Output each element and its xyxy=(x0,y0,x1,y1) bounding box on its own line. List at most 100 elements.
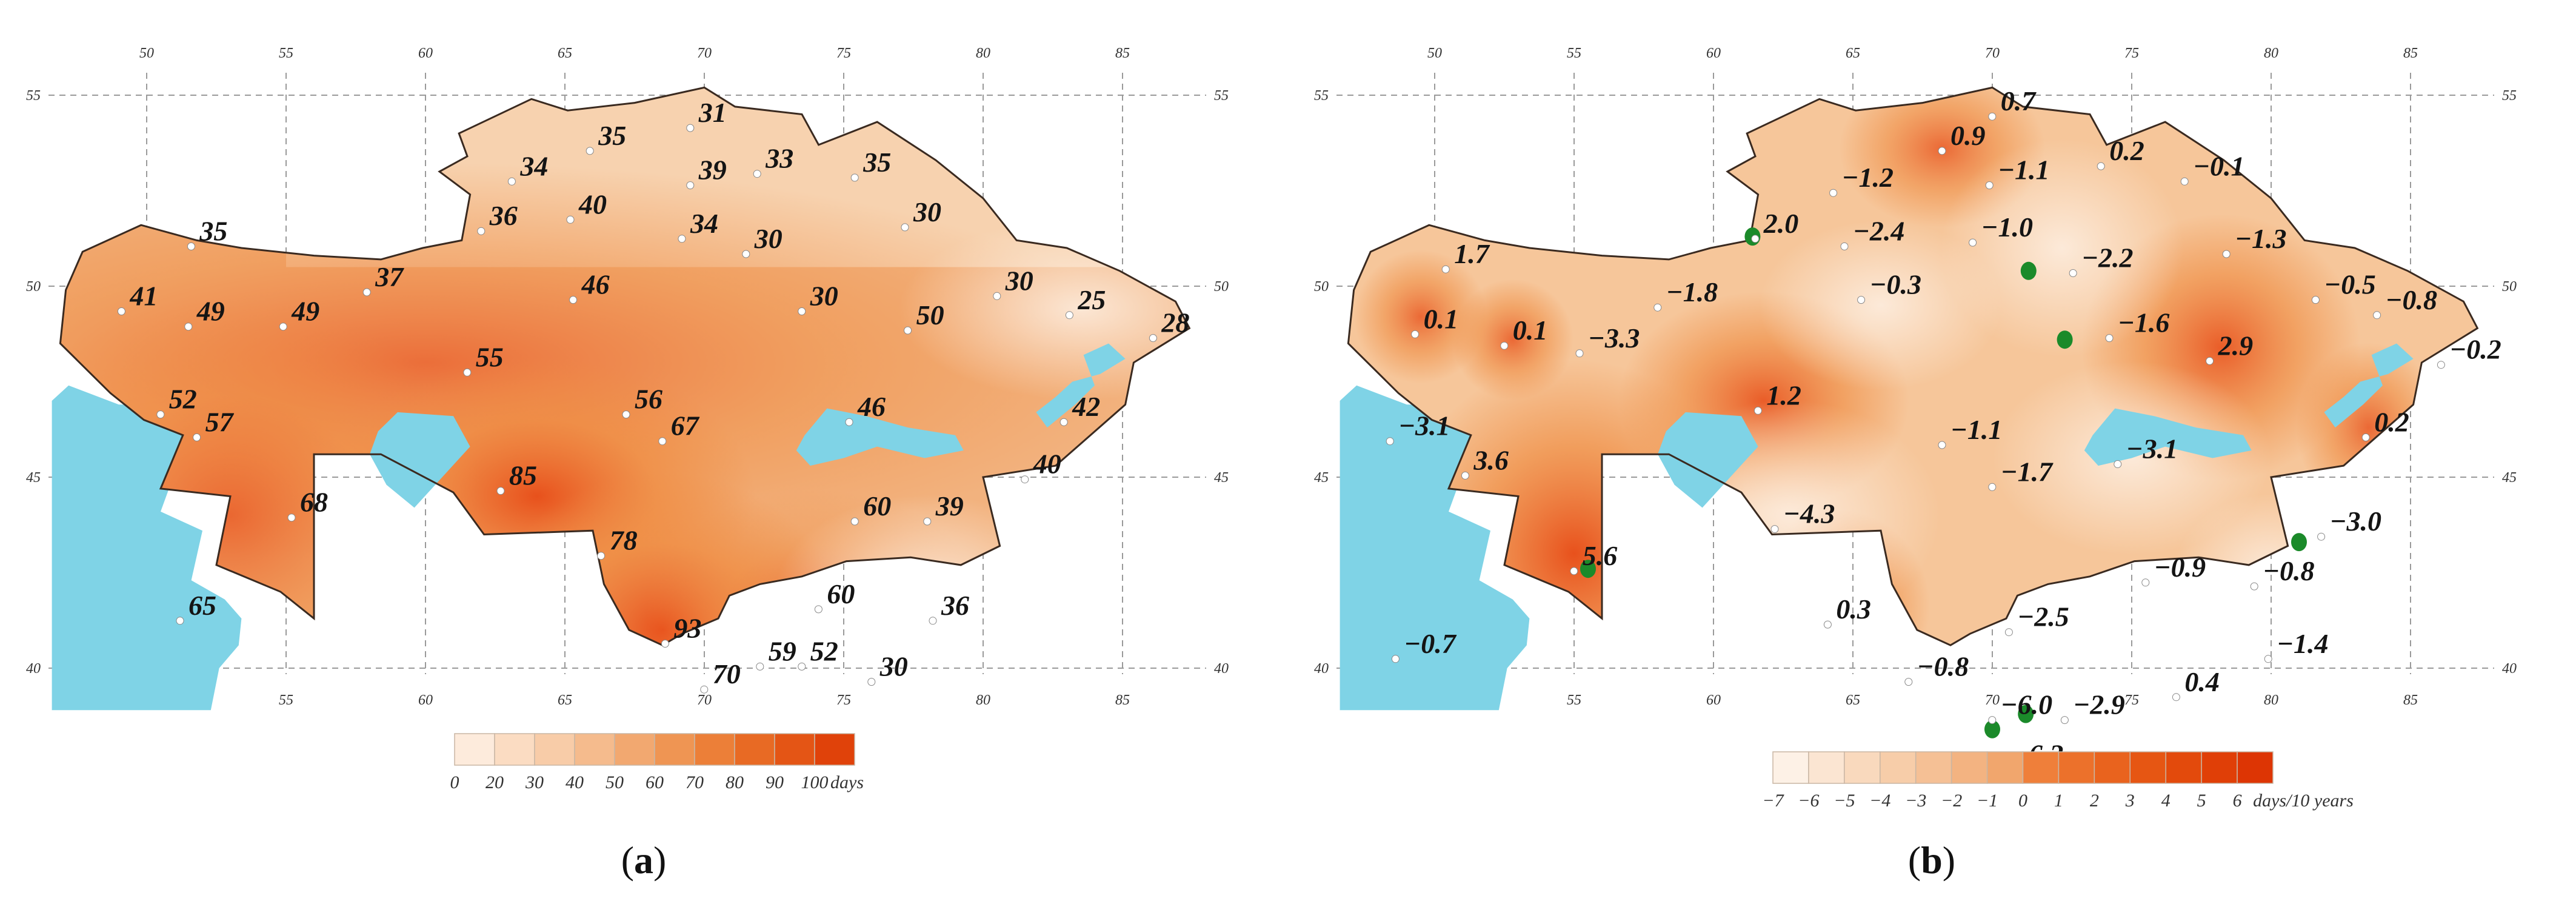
station-dot xyxy=(929,617,937,625)
station-dot xyxy=(477,227,486,235)
station-dot xyxy=(156,410,165,419)
kazakhstan-map-b: 0.9 0.7 0.2 −1.2 −1.1 −0.1 2.0 −2.4 −1.0 −1.3 −2.2… xyxy=(1340,85,2501,774)
station-value: −0.9 xyxy=(2154,552,2206,583)
station-value: 2.9 xyxy=(2218,330,2254,361)
lon-label-bottom: 65 xyxy=(558,692,572,708)
station-value: 34 xyxy=(519,150,548,181)
station-dot xyxy=(2097,162,2105,170)
station-dot xyxy=(279,323,287,331)
legend-swatch xyxy=(574,733,615,766)
station-dot xyxy=(1938,441,1946,449)
station-value: −1.2 xyxy=(1842,162,1894,193)
station-value: −1.7 xyxy=(2001,456,2054,487)
station-dot xyxy=(463,368,472,377)
lat-label-left: 50 xyxy=(1314,279,1329,295)
station-value: 30 xyxy=(879,651,908,682)
station-dot xyxy=(814,605,823,614)
station-value: 55 xyxy=(476,341,504,372)
legend-tick: 90 xyxy=(766,772,784,792)
lon-label-bottom: 85 xyxy=(1115,692,1130,708)
legend-swatch xyxy=(2201,751,2238,784)
station-value: −1.0 xyxy=(1981,212,2033,243)
legend-unit: days/10 years xyxy=(2253,791,2354,811)
station-value: 1.2 xyxy=(1766,380,1801,410)
lat-label-left: 55 xyxy=(26,88,41,104)
legend-swatch xyxy=(614,733,655,766)
lon-label-top: 55 xyxy=(1567,45,1581,61)
legend-swatch xyxy=(774,733,815,766)
legend-a: 0 20 30 40 50 60 70 80 90 100 days xyxy=(450,733,864,792)
station-dot xyxy=(187,242,195,250)
station-value: 42 xyxy=(1072,391,1100,422)
station-dot xyxy=(1904,678,1913,686)
lon-label-top: 80 xyxy=(2264,45,2278,61)
station-value: 31 xyxy=(698,97,727,128)
legend-tick: −3 xyxy=(1905,791,1926,811)
lon-label-bottom: 55 xyxy=(1567,692,1581,708)
station-dot xyxy=(117,307,125,315)
station-dot xyxy=(1770,525,1779,534)
station-value: 52 xyxy=(810,635,838,666)
legend-tick: 70 xyxy=(686,772,704,792)
station-dot xyxy=(867,678,876,686)
station-value: 46 xyxy=(857,391,886,422)
station-dot xyxy=(798,307,806,315)
station-dot xyxy=(496,487,505,495)
station-dot xyxy=(1149,334,1157,343)
station-value: 93 xyxy=(673,613,701,644)
station-value: −3.0 xyxy=(2330,506,2381,537)
lon-label-top: 60 xyxy=(1706,45,1721,61)
balkhash-lake xyxy=(2084,408,2252,466)
station-value: 49 xyxy=(196,296,225,327)
station-dot xyxy=(1988,483,1997,491)
station-dot xyxy=(2264,655,2272,663)
legend-tick: −6 xyxy=(1798,791,1819,811)
lat-label-left: 45 xyxy=(26,470,41,486)
legend-tick: −1 xyxy=(1977,791,1998,811)
lon-label-bottom: 70 xyxy=(1985,692,2000,708)
station-dot xyxy=(176,617,184,625)
station-dot xyxy=(597,552,606,560)
station-dot xyxy=(2206,357,2214,365)
station-dot xyxy=(1988,112,1997,121)
panel-caption-a: (a) xyxy=(621,839,667,882)
station-value: 57 xyxy=(205,406,235,437)
station-value: 0.2 xyxy=(2109,135,2144,166)
station-value: −1.3 xyxy=(2235,223,2286,254)
station-dot xyxy=(1386,437,1394,446)
station-value: 40 xyxy=(1033,449,1061,480)
station-value: 39 xyxy=(935,491,964,521)
lon-label-bottom: 80 xyxy=(976,692,990,708)
lat-label-left: 40 xyxy=(26,661,41,677)
station-dot xyxy=(569,296,578,304)
legend-tick: −4 xyxy=(1869,791,1890,811)
station-dot xyxy=(622,410,630,419)
legend-tick: 6 xyxy=(2233,791,2242,811)
station-value: −1.4 xyxy=(2277,628,2328,659)
station-dot xyxy=(1985,181,1994,190)
station-dot xyxy=(586,147,594,155)
station-value: −2.5 xyxy=(2017,601,2069,632)
legend-swatch xyxy=(454,733,495,766)
station-value: 41 xyxy=(129,281,158,312)
station-value: 50 xyxy=(916,300,944,330)
station-dot xyxy=(1411,330,1420,338)
legend-swatch xyxy=(494,733,535,766)
station-dot xyxy=(850,173,859,182)
lat-label-right: 45 xyxy=(2502,470,2517,486)
legend-swatch xyxy=(2129,751,2166,784)
station-value: 35 xyxy=(199,215,227,246)
station-value: −0.3 xyxy=(1870,269,1921,300)
station-dot xyxy=(2222,250,2231,258)
station-dot xyxy=(756,662,764,671)
aral-sea xyxy=(370,412,470,508)
station-value: 28 xyxy=(1161,307,1189,338)
lon-label-top: 50 xyxy=(139,45,154,61)
lat-label-right: 55 xyxy=(1214,88,1229,104)
lon-label-top: 70 xyxy=(697,45,712,61)
station-dot xyxy=(2373,311,2381,320)
station-value: −0.1 xyxy=(2193,150,2244,181)
zaysan-lake xyxy=(2324,343,2414,428)
station-value: −0.7 xyxy=(1404,628,1457,659)
